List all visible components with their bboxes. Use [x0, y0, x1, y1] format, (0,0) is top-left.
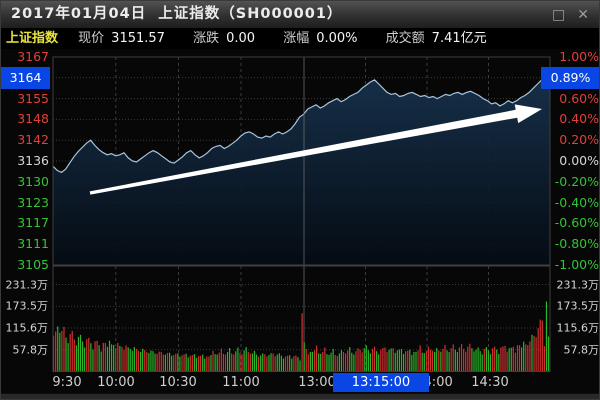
volume-pane-border — [52, 265, 551, 372]
volume-axis-label-right: 231.3万 — [556, 278, 600, 291]
trend-arrow-annotation — [89, 104, 542, 195]
time-axis-label: 10:00 — [97, 375, 135, 390]
price-axis-label: 3117 — [17, 215, 49, 231]
price-axis-label: 3155 — [17, 90, 49, 106]
info-field-turnover-label: 成交额 — [385, 31, 425, 46]
info-field-change-pct-label: 涨幅 — [283, 31, 310, 46]
main-pane-border — [52, 56, 551, 266]
title-bar[interactable]: 2017年01月04日 上证指数（SH000001） □ ✕ — [1, 1, 599, 28]
info-field-price: 现价 3151.57 — [78, 31, 165, 46]
current-price-tag: 3164 — [1, 67, 50, 89]
info-field-change: 涨跌 0.00 — [193, 31, 255, 46]
pct-axis-label: 1.00% — [559, 48, 599, 64]
window-controls: □ ✕ — [552, 1, 589, 28]
volume-axis-label-left: 115.6万 — [5, 321, 49, 335]
bottom-frame — [1, 393, 599, 399]
pct-axis-label: -0.20% — [554, 173, 599, 189]
info-field-change-pct-value: 0.00% — [316, 31, 358, 46]
info-bar: 上证指数 现价 3151.57 涨跌 0.00 涨幅 0.00% 成交额 7.41亿元 — [1, 28, 599, 49]
pct-axis-label: -0.80% — [554, 235, 599, 251]
volume-axis-label-right: 57.8万 — [563, 343, 600, 357]
info-field-price-label: 现价 — [78, 31, 105, 46]
time-axis-label: 11:00 — [222, 375, 260, 390]
price-axis-label: 3111 — [17, 235, 49, 251]
index-name: 上证指数 — [6, 31, 59, 46]
info-field-price-value: 3151.57 — [111, 31, 165, 46]
info-field-change-value: 0.00 — [226, 31, 256, 46]
restore-icon: □ — [552, 6, 566, 23]
pct-axis-label: -0.60% — [554, 215, 599, 231]
pct-axis-label: -0.40% — [554, 194, 599, 210]
window-title: 2017年01月04日 上证指数（SH000001） — [11, 6, 343, 22]
info-field-change-pct: 涨幅 0.00% — [283, 31, 357, 46]
pct-axis-label: 0.00% — [559, 152, 599, 168]
pct-axis-label: -1.00% — [554, 256, 599, 272]
current-pct-tag: 0.89% — [541, 67, 599, 89]
info-field-turnover: 成交额 7.41亿元 — [386, 31, 487, 46]
volume-axis-label-right: 173.5万 — [556, 299, 600, 313]
close-button[interactable]: ✕ — [577, 8, 589, 22]
time-axis-label: 14:30 — [471, 375, 509, 390]
pct-axis-label: 0.40% — [559, 111, 599, 127]
volume-axis-label-left: 231.3万 — [5, 278, 49, 291]
restore-button[interactable]: □ — [552, 8, 565, 22]
pct-axis-label: 0.20% — [559, 131, 599, 147]
price-axis-label: 3123 — [17, 194, 49, 210]
info-field-turnover-value: 7.41亿元 — [431, 31, 487, 46]
time-axis-label: 13:00 — [298, 375, 336, 390]
volume-axis-label-left: 173.5万 — [5, 299, 49, 313]
price-axis-label: 3167 — [17, 48, 49, 64]
price-axis-label: 3136 — [17, 152, 49, 168]
close-icon: ✕ — [577, 6, 589, 23]
price-axis-label: 3148 — [17, 111, 49, 127]
price-area-fill — [53, 72, 550, 265]
volume-axis-label-left: 57.8万 — [12, 343, 49, 357]
cursor-time-box: 13:15:00 — [333, 373, 429, 392]
time-axis-label: 10:30 — [159, 375, 197, 390]
price-line — [52, 72, 551, 174]
volume-axis-label-right: 115.6万 — [556, 321, 600, 335]
price-axis-label: 3142 — [17, 131, 49, 147]
info-field-change-label: 涨跌 — [193, 31, 220, 46]
pct-axis-label: 0.60% — [559, 90, 599, 106]
price-axis-label: 3130 — [17, 173, 49, 189]
price-axis-label: 3105 — [17, 256, 49, 272]
time-axis-label: 9:30 — [52, 375, 82, 390]
